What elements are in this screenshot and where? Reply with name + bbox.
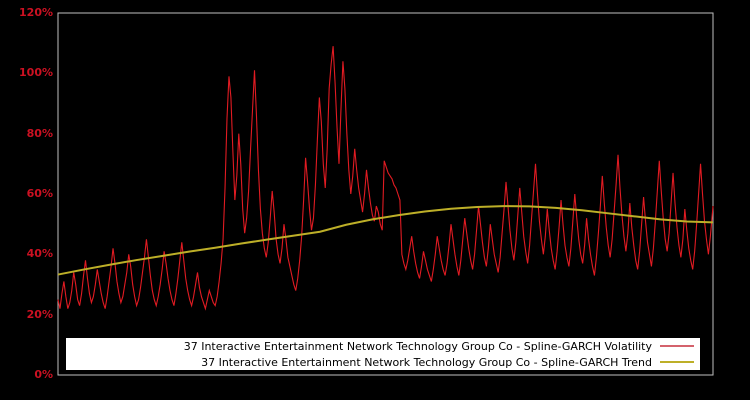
legend-swatch-trend	[660, 361, 694, 363]
plot-area-border	[57, 12, 714, 376]
series-line-trend	[57, 205, 714, 276]
y-axis-tick-label: 100%	[19, 66, 53, 80]
y-axis-tick-label: 80%	[26, 126, 53, 140]
data-series-layer	[57, 46, 714, 311]
y-axis-tick-label: 20%	[26, 307, 53, 321]
y-axis-tick-label: 60%	[26, 187, 53, 200]
y-axis-tick-labels: 0% 20% 40% 60% 80% 100% 120%	[0, 0, 53, 400]
legend-swatch-volatility	[660, 345, 694, 347]
legend-entry-trend: 37 Interactive Entertainment Network Tec…	[66, 354, 700, 370]
legend-label-trend: 37 Interactive Entertainment Network Tec…	[201, 355, 652, 369]
y-axis-tick-label: 120%	[19, 6, 53, 19]
legend-entry-volatility: 37 Interactive Entertainment Network Tec…	[66, 338, 700, 354]
y-axis-tick-label: 0%	[34, 368, 53, 381]
series-line-volatility	[57, 46, 714, 311]
y-axis-tick-label: 40%	[26, 247, 53, 261]
legend-label-volatility: 37 Interactive Entertainment Network Tec…	[183, 339, 652, 353]
chart-legend: 37 Interactive Entertainment Network Tec…	[66, 338, 700, 370]
